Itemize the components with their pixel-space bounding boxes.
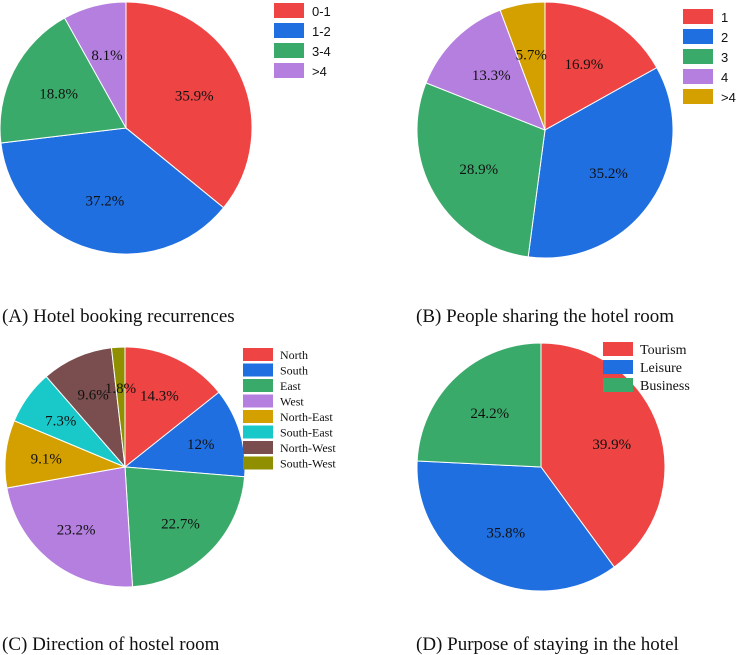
slice-business xyxy=(416,342,542,468)
data-label-0-1: 35.9% xyxy=(175,89,214,105)
legend-label-tourism: Tourism xyxy=(640,343,687,358)
pie-chart-b: 16.9% 35.2% 28.9% 13.3% 5.7% 1 2 3 4 >4 xyxy=(416,1,736,259)
legend-label-3: 3 xyxy=(721,50,728,65)
slice-4 xyxy=(425,9,546,131)
legend-swatch-0-1 xyxy=(274,3,304,18)
legend-swatch-tourism xyxy=(603,342,633,356)
data-label-3: 28.9% xyxy=(459,162,498,178)
legend-swatch-3 xyxy=(683,49,713,64)
legend-label-south-west: South-West xyxy=(280,457,336,471)
legend: 1 2 3 4 >4 xyxy=(683,9,736,105)
legend-label-north-east: North-East xyxy=(280,410,333,424)
slice-1 xyxy=(544,1,658,131)
caption-c: (C) Direction of hostel room xyxy=(2,634,220,655)
data-label-1: 16.9% xyxy=(565,57,604,73)
data-label-east: 22.7% xyxy=(161,517,200,533)
legend-label-3-4: 3-4 xyxy=(312,44,331,59)
legend-label-0-1: 0-1 xyxy=(312,4,331,19)
legend-swatch-east xyxy=(243,379,273,392)
legend-label-south: South xyxy=(280,364,308,378)
legend-swatch-2 xyxy=(683,29,713,44)
legend-swatch-west xyxy=(243,394,273,408)
data-label-4: 13.3% xyxy=(472,68,511,84)
slice-leisure xyxy=(416,460,615,592)
legend-label-1-2: 1-2 xyxy=(312,24,331,39)
legend-swatch-1 xyxy=(683,9,713,24)
legend-label-north-west: North-West xyxy=(280,441,336,455)
data-label-south-west: 1.8% xyxy=(105,381,136,397)
legend-swatch-3-4 xyxy=(274,43,304,58)
data-label-gt4: 5.7% xyxy=(516,47,547,63)
data-label-2: 35.2% xyxy=(589,166,628,182)
legend-label-gt4: >4 xyxy=(312,64,327,79)
legend-swatch-gt4 xyxy=(274,63,304,78)
caption-a: (A) Hotel booking recurrences xyxy=(2,306,235,327)
data-label-1-2: 37.2% xyxy=(86,194,125,210)
legend-label-gt4: >4 xyxy=(721,90,736,105)
legend-swatch-north-east xyxy=(243,410,273,423)
legend-label-south-east: South-East xyxy=(280,426,333,440)
legend-swatch-4 xyxy=(683,69,713,84)
legend: Tourism Leisure Business xyxy=(603,342,690,394)
legend-label-west: West xyxy=(280,395,304,409)
data-label-south: 12% xyxy=(187,437,215,453)
legend-swatch-south-east xyxy=(243,425,273,439)
legend-label-4: 4 xyxy=(721,70,728,85)
slice-3-4 xyxy=(0,17,127,144)
legend-swatch-south-west xyxy=(243,456,273,470)
slice-3 xyxy=(416,82,546,258)
data-label-north: 14.3% xyxy=(140,389,179,405)
slice-south xyxy=(123,391,246,478)
data-label-west: 23.2% xyxy=(57,522,96,538)
slice-west xyxy=(6,466,134,588)
data-label-business: 24.2% xyxy=(470,406,509,422)
slice-2 xyxy=(527,66,674,259)
legend-label-1: 1 xyxy=(721,10,728,25)
slice-tourism xyxy=(540,342,666,568)
slice-1-2 xyxy=(0,127,225,255)
data-label-north-west: 9.6% xyxy=(77,388,108,404)
slice-east xyxy=(124,466,246,588)
legend-swatch-leisure xyxy=(603,360,633,374)
data-label-south-east: 7.3% xyxy=(45,414,76,430)
data-label-gt4: 8.1% xyxy=(91,48,122,64)
legend-swatch-business xyxy=(603,378,633,392)
legend-swatch-south xyxy=(243,363,273,377)
caption-b: (B) People sharing the hotel room xyxy=(416,306,674,327)
caption-d: (D) Purpose of staying in the hotel xyxy=(416,634,679,655)
data-label-leisure: 35.8% xyxy=(486,526,525,542)
pie-chart-d: 39.9% 35.8% 24.2% Tourism Leisure Business xyxy=(416,342,690,592)
slice-north xyxy=(124,346,220,469)
pie-chart-a: 35.9% 37.2% 18.8% 8.1% 0-1 1-2 3-4 >4 xyxy=(0,1,331,255)
data-label-north-east: 9.1% xyxy=(31,451,62,467)
legend-label-east: East xyxy=(280,379,301,393)
legend: 0-1 1-2 3-4 >4 xyxy=(274,3,331,79)
legend-label-leisure: Leisure xyxy=(640,361,682,376)
slice-gt4 xyxy=(63,1,127,130)
legend-label-north: North xyxy=(280,348,308,362)
slice-0-1 xyxy=(125,1,253,209)
data-label-3-4: 18.8% xyxy=(39,87,78,103)
pie-chart-c: 14.3% 12% 22.7% 23.2% 9.1% 7.3%9.6%1.8% North S… xyxy=(4,346,336,588)
legend-swatch-gt4 xyxy=(683,89,713,104)
legend-label-business: Business xyxy=(640,379,690,394)
legend-swatch-north-west xyxy=(243,441,273,454)
data-label-tourism: 39.9% xyxy=(592,437,631,453)
legend-swatch-north xyxy=(243,348,273,361)
slice-south-west xyxy=(110,346,126,468)
legend-swatch-1-2 xyxy=(274,23,304,38)
legend-label-2: 2 xyxy=(721,30,728,45)
slice-gt4 xyxy=(499,1,546,131)
